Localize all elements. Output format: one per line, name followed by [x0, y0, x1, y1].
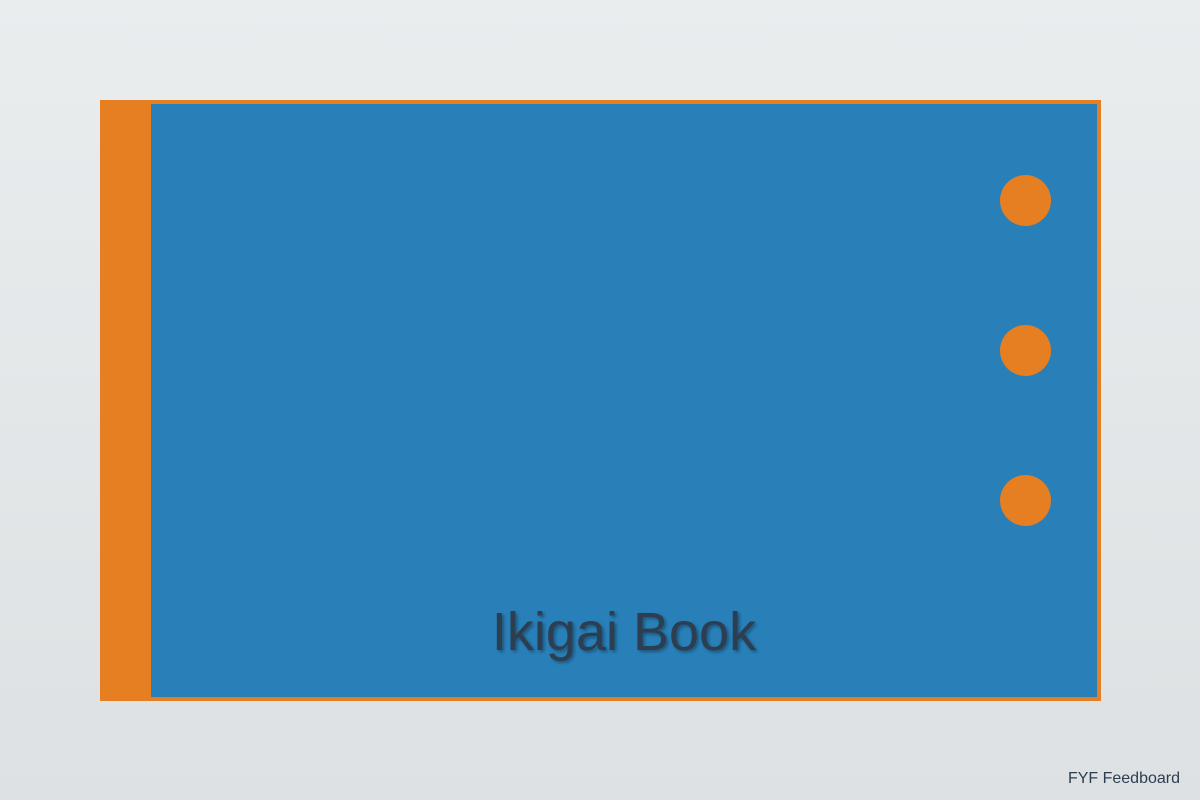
- binder-ring-hole: [1000, 325, 1051, 376]
- binder-ring-hole: [1000, 475, 1051, 526]
- book-cover[interactable]: Ikigai Book: [100, 100, 1101, 701]
- book-title: Ikigai Book: [491, 602, 757, 662]
- binder-ring-hole: [1000, 175, 1051, 226]
- footer-label: FYF Feedboard: [1067, 770, 1180, 787]
